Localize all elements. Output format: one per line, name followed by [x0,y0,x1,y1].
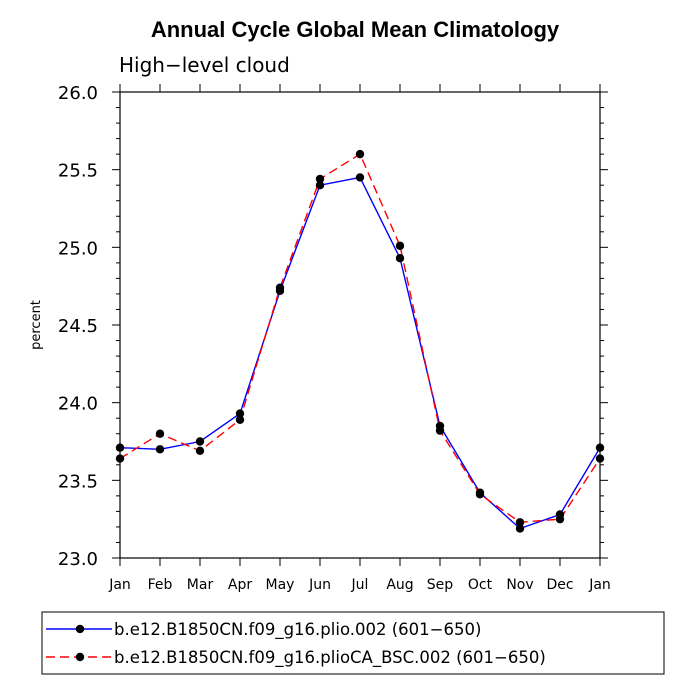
legend-label-1: b.e12.B1850CN.f09_g16.plio.002 (601−650) [114,620,481,640]
x-tick-label: Jan [108,577,131,593]
y-tick-label: 23.5 [58,471,98,492]
data-point-series-2 [595,454,605,463]
y-tick-label: 25.5 [58,161,98,182]
data-point-series-1 [315,181,325,190]
y-axis-label: percent [29,300,44,350]
data-point-series-2 [195,446,205,456]
data-point-series-1 [395,254,405,263]
x-tick-label: Nov [506,577,533,593]
data-point-series-1 [195,437,205,446]
data-point-series-2 [435,426,445,435]
x-tick-label: Mar [187,577,214,593]
data-point-series-2 [555,514,565,524]
x-tick-label: Oct [468,577,493,593]
x-tick-label: Feb [148,577,173,593]
legend-marker-1 [75,624,85,634]
y-tick-label: 26.0 [58,83,98,104]
data-point-series-2 [275,283,285,292]
series-line-1 [119,176,601,530]
chart-subtitle: High−level cloud [119,53,290,77]
legend: b.e12.B1850CN.f09_g16.plio.002 (601−650)… [41,611,665,675]
legend-box [41,611,665,675]
data-point-series-2 [395,241,405,250]
data-point-series-2 [155,429,165,438]
x-tick-label: Aug [386,577,413,593]
x-tick-label: Dec [546,577,573,593]
y-tick-label: 25.0 [58,238,98,259]
data-point-series-2 [315,174,325,184]
legend-label-2: b.e12.B1850CN.f09_g16.plioCA_BSC.002 (60… [114,648,546,668]
plot-area: 23.0 23.5 24.0 24.5 25.0 25.5 26.0 Jan Feb Mar Apr… [58,83,611,593]
data-point-series-1 [235,409,245,418]
data-point-series-2 [235,415,245,424]
y-tick-label: 23.0 [58,549,98,570]
x-tick-label: Jul [351,577,369,593]
data-point-series-2 [355,149,365,159]
x-tick-label: Jun [308,577,331,593]
legend-marker-2 [75,652,85,662]
series-line-2 [119,153,601,523]
data-point-series-2 [115,454,125,463]
x-tick-label: Apr [228,577,252,593]
data-point-series-1 [595,443,605,452]
data-point-series-2 [475,490,485,499]
x-tick-label: Sep [427,577,454,593]
x-tick-label: Jan [588,577,611,593]
data-point-series-1 [155,445,165,454]
plot-frame [119,91,601,559]
data-point-series-2 [515,518,525,527]
data-point-series-1 [355,173,365,182]
x-tick-label: May [266,577,295,593]
data-point-series-1 [115,443,125,452]
y-tick-label: 24.5 [58,316,98,337]
data-point-series-1 [515,524,525,533]
y-tick-label: 24.0 [58,394,98,415]
chart-title: Annual Cycle Global Mean Climatology [151,17,560,42]
